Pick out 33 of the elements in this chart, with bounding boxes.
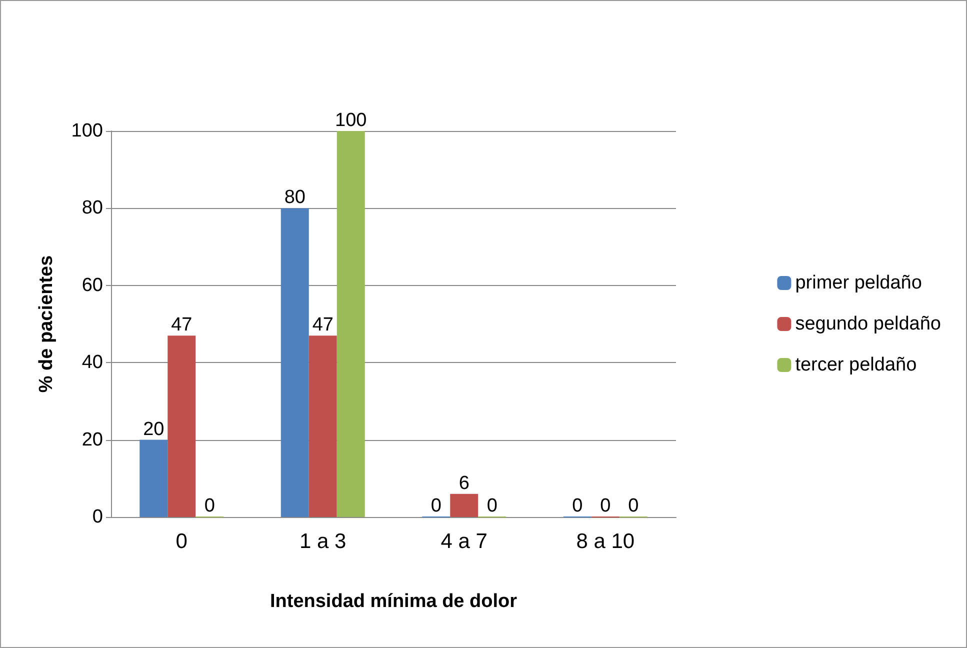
bar	[168, 336, 196, 517]
y-tick-label: 0	[92, 506, 103, 528]
bar	[280, 208, 309, 517]
y-tick-label: 100	[71, 120, 103, 142]
data-label: 0	[486, 496, 498, 516]
data-label: 6	[458, 472, 470, 494]
x-axis-title: Intensidad mínima de dolor	[270, 591, 518, 612]
x-tick-label: 0	[176, 530, 188, 553]
data-label: 0	[204, 496, 215, 516]
data-label: 47	[171, 314, 192, 336]
data-label: 20	[143, 418, 164, 440]
data-label: 100	[335, 110, 367, 131]
data-label: 47	[312, 314, 334, 336]
x-tick-label: 8 a 10	[576, 530, 635, 553]
bar	[308, 336, 337, 517]
data-label: 0	[628, 496, 639, 516]
legend-label: tercer peldaño	[795, 354, 917, 376]
y-tick-label: 40	[82, 352, 103, 374]
x-tick-label: 4 a 7	[440, 530, 488, 553]
y-tick-label: 60	[82, 274, 103, 296]
legend-label: segundo peldaño	[795, 314, 942, 334]
bar	[140, 440, 168, 517]
y-axis-title: % de pacientes	[36, 255, 57, 393]
data-label: 0	[572, 496, 583, 516]
data-label: 0	[600, 496, 611, 516]
x-tick-label: 1 a 3	[300, 530, 346, 553]
y-tick-label: 20	[82, 429, 103, 450]
data-label: 0	[430, 496, 442, 516]
bar	[450, 494, 478, 517]
legend-label: primer peldaño	[795, 272, 922, 294]
y-tick-label: 80	[82, 198, 103, 219]
data-label: 80	[284, 187, 306, 208]
bar	[336, 131, 365, 517]
